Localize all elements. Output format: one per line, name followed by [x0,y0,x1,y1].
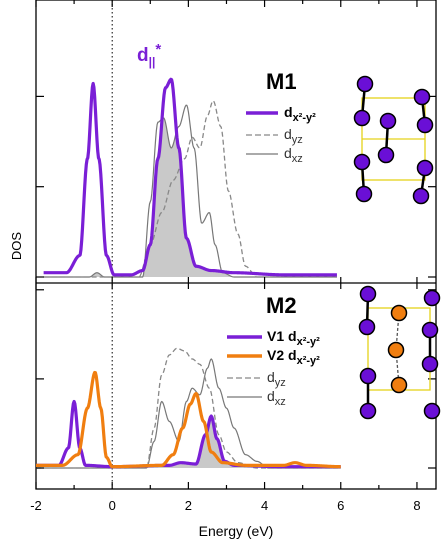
legend-m2: V1 dx²-y² V2 dx²-y² dyz dxz [227,328,320,408]
axes-frame [35,0,437,490]
structure-inset-m2 [358,285,441,420]
x-tick-label: -2 [30,498,42,513]
v1-atom [423,402,441,420]
panel-title-m2: M2 [266,293,297,318]
plot-border [35,0,437,490]
x-tick-label: 4 [261,498,268,513]
vanadium-atom [355,185,373,203]
structure-inset-m1 [353,75,434,205]
vanadium-atom [416,159,434,177]
m1-dyz-line [43,100,337,278]
d-parallel-star-annotation: d||* [137,41,161,69]
y-axis-label: DOS [9,232,24,261]
vanadium-atom [379,112,397,130]
v2-atom [387,341,405,359]
v1-atom [359,402,377,420]
v1-atom [421,355,439,373]
x-tick-label: 0 [109,498,116,513]
v2-atom [390,376,408,394]
vanadium-atom [416,116,434,134]
v2-atom [390,304,408,322]
legend-label-dyz-m2: dyz [267,369,286,389]
x-tick-labels: -2 0 2 4 6 8 [30,498,420,513]
panel-m2 [36,347,342,469]
x-tick-label: 2 [185,498,192,513]
legend-m1: dx²-y² dyz dxz [246,104,316,165]
panel-m1 [42,77,338,278]
legend-label-v1: V1 dx²-y² [267,328,320,348]
v1-atom [359,367,377,385]
legend-label-v2: V2 dx²-y² [267,347,320,367]
vanadium-atom [353,153,371,171]
v1-atom [421,321,439,339]
vanadium-atom [412,187,430,205]
legend-label-dxz-m2: dxz [267,388,286,408]
v1-atom [358,318,376,336]
m1-dx-y--line [42,77,338,277]
vanadium-atom [377,146,395,164]
legend-label-dxz: dxz [284,145,303,165]
panel-title-m1: M1 [266,69,297,94]
vanadium-atom [413,88,431,106]
vanadium-atom [353,109,371,127]
vanadium-atom [356,75,374,93]
m2-v1-dx-y--line [36,399,342,469]
m2-v2-dx-y--line [36,370,342,469]
x-axis-label: Energy (eV) [199,523,274,539]
v1-atom [359,285,377,303]
x-tick-label: 6 [337,498,344,513]
legend-label-dyz: dyz [284,126,303,146]
tick-marks [35,0,436,489]
v1-atom [423,289,441,307]
x-tick-label: 8 [413,498,420,513]
legend-label-dx2y2: dx²-y² [284,104,316,124]
